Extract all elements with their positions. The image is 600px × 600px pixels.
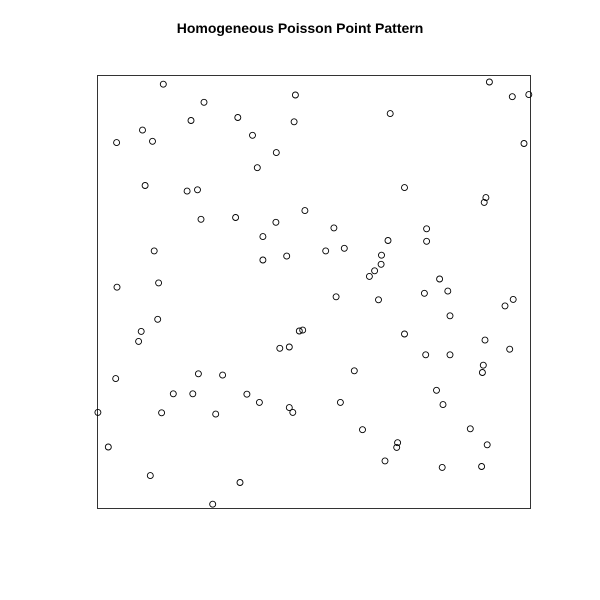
data-point-9 (386, 110, 394, 118)
data-point-4 (291, 91, 299, 99)
data-point-54 (137, 327, 145, 335)
data-point-91 (236, 479, 244, 486)
data-point-38 (377, 260, 385, 268)
data-point-53 (299, 326, 307, 334)
data-point-62 (446, 351, 454, 359)
data-point-22 (480, 198, 488, 206)
data-point-31 (340, 244, 348, 252)
data-point-57 (481, 336, 489, 344)
data-point-27 (330, 224, 338, 232)
data-point-3 (525, 91, 533, 99)
data-point-10 (139, 126, 146, 134)
data-point-15 (520, 140, 528, 147)
data-point-92 (209, 500, 217, 508)
data-point-64 (478, 369, 486, 376)
data-point-7 (187, 117, 195, 124)
data-point-32 (423, 237, 431, 245)
data-point-86 (104, 443, 112, 451)
data-point-36 (283, 252, 291, 260)
data-point-6 (234, 114, 242, 121)
data-point-88 (478, 463, 486, 470)
data-point-19 (194, 186, 201, 194)
data-point-63 (479, 361, 487, 369)
data-point-82 (466, 425, 474, 433)
data-point-14 (272, 149, 280, 157)
data-point-78 (158, 409, 166, 417)
data-point-70 (169, 390, 177, 398)
data-point-72 (243, 390, 251, 398)
data-point-46 (332, 293, 340, 301)
data-point-43 (113, 283, 121, 291)
data-point-84 (393, 443, 401, 451)
data-point-75 (439, 401, 447, 409)
data-point-30 (384, 237, 392, 244)
data-point-13 (113, 139, 121, 147)
data-point-69 (433, 386, 440, 394)
data-point-68 (112, 375, 120, 383)
data-point-11 (249, 131, 256, 139)
data-point-39 (371, 267, 379, 275)
chart-title: Homogeneous Poisson Point Pattern (176, 20, 424, 36)
data-point-81 (359, 426, 366, 434)
data-point-61 (422, 351, 430, 359)
data-point-21 (482, 194, 490, 202)
data-point-87 (381, 457, 389, 465)
data-point-33 (322, 247, 330, 255)
data-point-74 (336, 398, 344, 406)
data-point-66 (194, 370, 202, 378)
data-point-71 (189, 390, 197, 398)
data-point-37 (259, 256, 267, 264)
data-point-76 (285, 404, 293, 412)
data-point-73 (255, 398, 263, 406)
data-point-18 (183, 187, 191, 195)
data-point-25 (232, 214, 240, 221)
data-point-55 (401, 330, 408, 338)
data-point-56 (135, 337, 143, 345)
data-point-41 (436, 275, 444, 283)
data-point-23 (301, 207, 309, 215)
data-point-65 (350, 367, 358, 375)
data-point-42 (155, 279, 163, 287)
data-point-26 (272, 218, 280, 226)
data-point-79 (212, 410, 220, 418)
points-layer (94, 78, 533, 508)
observation-window-frame (97, 75, 531, 509)
data-point-8 (290, 118, 298, 126)
data-point-77 (289, 408, 297, 416)
data-point-60 (506, 345, 514, 353)
data-point-16 (253, 164, 261, 172)
data-point-45 (444, 287, 452, 295)
data-point-44 (420, 289, 428, 297)
data-point-49 (501, 302, 509, 310)
data-point-40 (365, 272, 373, 280)
data-point-50 (446, 312, 454, 320)
data-point-2 (508, 93, 516, 101)
data-point-24 (197, 215, 205, 223)
data-point-1 (485, 78, 493, 86)
data-point-28 (423, 225, 431, 233)
data-point-52 (295, 327, 303, 335)
data-point-17 (141, 182, 149, 189)
data-point-80 (94, 408, 102, 416)
data-point-20 (401, 184, 408, 192)
data-point-90 (146, 472, 154, 480)
data-point-89 (438, 463, 446, 471)
data-point-83 (394, 439, 402, 447)
data-point-58 (276, 344, 284, 352)
data-point-29 (259, 233, 267, 241)
data-point-59 (285, 343, 293, 351)
data-point-34 (150, 247, 158, 255)
data-point-12 (149, 137, 156, 145)
data-point-85 (483, 441, 491, 449)
data-point-51 (154, 315, 162, 323)
data-point-67 (219, 371, 227, 379)
data-point-0 (159, 80, 167, 88)
data-point-5 (200, 98, 208, 106)
data-point-48 (509, 295, 517, 303)
data-point-47 (375, 296, 382, 304)
data-point-35 (378, 251, 385, 259)
